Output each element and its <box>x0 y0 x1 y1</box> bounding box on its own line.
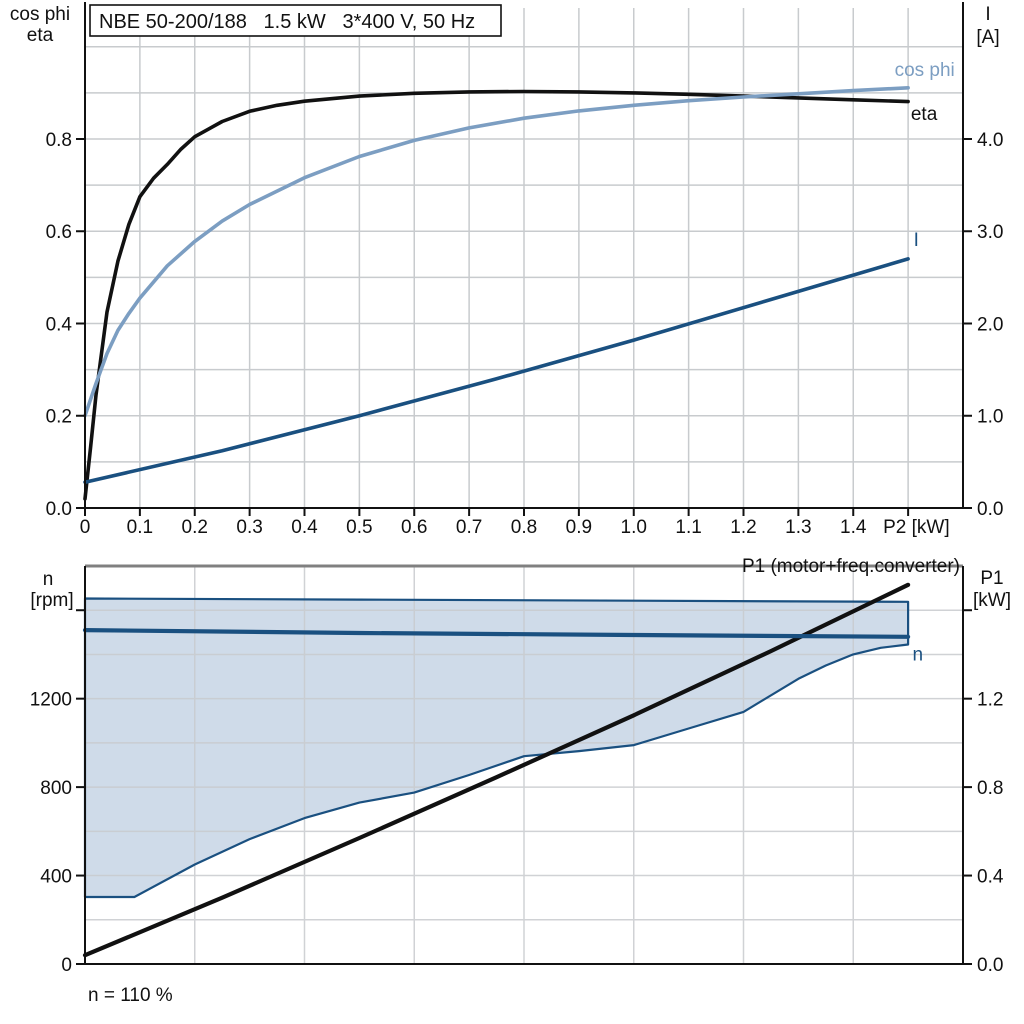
right-tick-label: 4.0 <box>977 130 1003 151</box>
n-speed-curve <box>82 628 911 639</box>
right-axis-label-p1: P1 <box>980 568 1003 589</box>
x-tick-label: 0.2 <box>182 517 208 538</box>
eta-curve-label: eta <box>911 104 938 125</box>
x-tick-label: 0.7 <box>456 517 482 538</box>
x-tick-label: 1.1 <box>675 517 701 538</box>
left-tick-label: 1200 <box>30 690 72 711</box>
p1-curve <box>82 582 911 958</box>
left-tick-label: 0 <box>61 955 72 976</box>
cos-phi-curve <box>83 86 910 418</box>
current-curve <box>83 257 910 484</box>
left-tick-label: 400 <box>40 867 72 888</box>
right-tick-label: 2.0 <box>977 314 1003 335</box>
left-tick-label: 0.2 <box>46 407 72 428</box>
x-tick-label: 0.5 <box>346 517 372 538</box>
x-tick-label: 0.1 <box>127 517 153 538</box>
right-tick-label: 0.0 <box>977 499 1003 520</box>
x-tick-label: 1.0 <box>621 517 647 538</box>
left-tick-label: 0.6 <box>46 222 72 243</box>
chart-title: NBE 50-200/188 1.5 kW 3*400 V, 50 Hz <box>99 11 475 33</box>
x-tick-label: 0.4 <box>291 517 318 538</box>
title-box <box>89 4 502 37</box>
left-tick-label: 800 <box>40 778 72 799</box>
p1-curve-label: P1 (motor+freq.converter) <box>742 556 960 577</box>
x-tick-label: 0.9 <box>566 517 592 538</box>
left-tick-label: 0.0 <box>46 499 72 520</box>
left-axis-label-n: n <box>43 569 54 590</box>
x-axis-unit-label: P2 [kW] <box>883 517 950 538</box>
left-axis-label-eta: eta <box>27 25 54 46</box>
left-tick-label: 0.8 <box>46 130 72 151</box>
current-curve-label: I <box>914 230 919 251</box>
eta-curve <box>83 89 910 501</box>
right-axis-label-unit: [A] <box>976 27 999 48</box>
right-tick-label: 0.0 <box>977 955 1003 976</box>
x-tick-label: 0.8 <box>511 517 537 538</box>
right-tick-label: 3.0 <box>977 222 1003 243</box>
left-tick-label: 0.4 <box>46 314 73 335</box>
x-tick-label: 1.3 <box>785 517 811 538</box>
right-tick-label: 0.8 <box>977 778 1003 799</box>
x-tick-label: 0 <box>80 517 91 538</box>
speed-note: n = 110 % <box>88 985 173 1006</box>
left-axis-label-cos-phi: cos phi <box>10 4 70 25</box>
top-chart-grid <box>85 8 963 508</box>
speed-range-outline <box>83 597 910 899</box>
x-tick-label: 0.3 <box>236 517 262 538</box>
right-axis-label-i: I <box>985 4 990 25</box>
right-tick-label: 0.4 <box>977 867 1004 888</box>
x-tick-label: 1.4 <box>840 517 867 538</box>
x-tick-label: 1.2 <box>730 517 756 538</box>
right-axis-label-unit: [kW] <box>973 590 1011 611</box>
right-tick-label: 1.0 <box>977 407 1003 428</box>
x-tick-label: 0.6 <box>401 517 427 538</box>
n-speed-curve-label: n <box>913 645 924 666</box>
left-axis-label-unit: [rpm] <box>30 590 73 611</box>
cos-phi-curve-label: cos phi <box>895 60 955 81</box>
right-tick-label: 1.2 <box>977 690 1003 711</box>
